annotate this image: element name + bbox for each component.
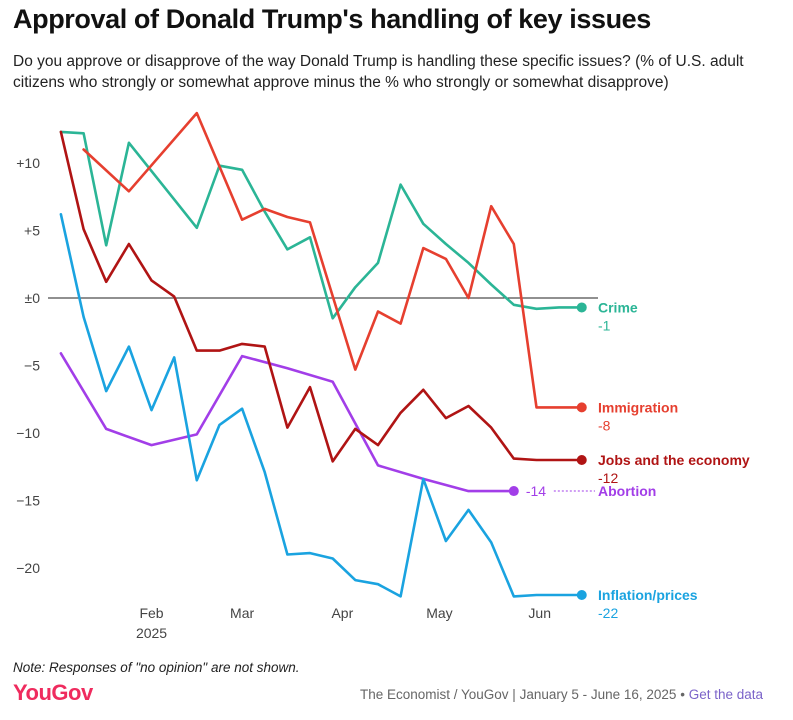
end-value-immigration: -8 xyxy=(598,417,611,433)
end-marker-inflation-prices xyxy=(576,590,587,600)
series-line-crime xyxy=(59,130,584,320)
series-label-jobs-and-the-economy: Jobs and the economy xyxy=(598,452,750,468)
series-line-abortion xyxy=(59,352,516,493)
x-tick-label: Apr xyxy=(331,605,353,621)
end-value-crime: -1 xyxy=(598,317,611,333)
end-marker-crime xyxy=(576,302,587,313)
x-tick-label: May xyxy=(426,605,452,621)
y-tick-label: +5 xyxy=(24,223,40,239)
series-line-immigration xyxy=(82,111,584,409)
end-marker-jobs-and-the-economy xyxy=(576,455,587,465)
source-separator: • xyxy=(680,687,685,702)
chart-subtitle: Do you approve or disapprove of the way … xyxy=(13,53,744,91)
series-label-abortion: Abortion xyxy=(598,483,656,499)
y-tick-label: −10 xyxy=(16,425,40,441)
series-line-inflation-prices xyxy=(59,213,584,598)
end-value-jobs-and-the-economy: -12 xyxy=(598,470,618,486)
source-line: The Economist / YouGov | January 5 - Jun… xyxy=(360,687,763,702)
source-text: The Economist / YouGov | January 5 - Jun… xyxy=(359,687,677,702)
y-tick-label: +10 xyxy=(16,155,40,171)
series-label-crime: Crime xyxy=(598,299,638,315)
y-tick-label: ±0 xyxy=(25,290,41,306)
x-tick-label: Jun xyxy=(528,605,551,621)
y-tick-label: −15 xyxy=(16,493,40,509)
line-chart: +10 +5 ±0 −5 −10 −15 −20 Feb 2025 Mar Apr May Jun Cri… xyxy=(16,111,750,641)
yougov-logo: YouGov xyxy=(13,680,93,705)
footnote: Note: Responses of "no opinion" are not … xyxy=(13,660,300,675)
end-value-inflation-prices: -22 xyxy=(598,605,618,621)
x-tick-label: Feb xyxy=(139,605,163,621)
y-tick-label: −5 xyxy=(24,358,40,374)
get-data-link[interactable]: Get the data xyxy=(688,687,763,702)
series-label-immigration: Immigration xyxy=(598,399,678,415)
chart-title: Approval of Donald Trump's handling of k… xyxy=(13,4,651,34)
series-line-jobs-and-the-economy xyxy=(59,130,584,463)
end-marker-immigration xyxy=(576,402,587,413)
y-tick-label: −20 xyxy=(16,560,40,576)
end-marker-abortion xyxy=(508,486,519,497)
end-value-abortion: -14 xyxy=(526,483,546,499)
x-tick-label: Mar xyxy=(230,605,254,621)
x-tick-sublabel: 2025 xyxy=(136,625,167,641)
series-label-inflation-prices: Inflation/prices xyxy=(598,587,698,603)
